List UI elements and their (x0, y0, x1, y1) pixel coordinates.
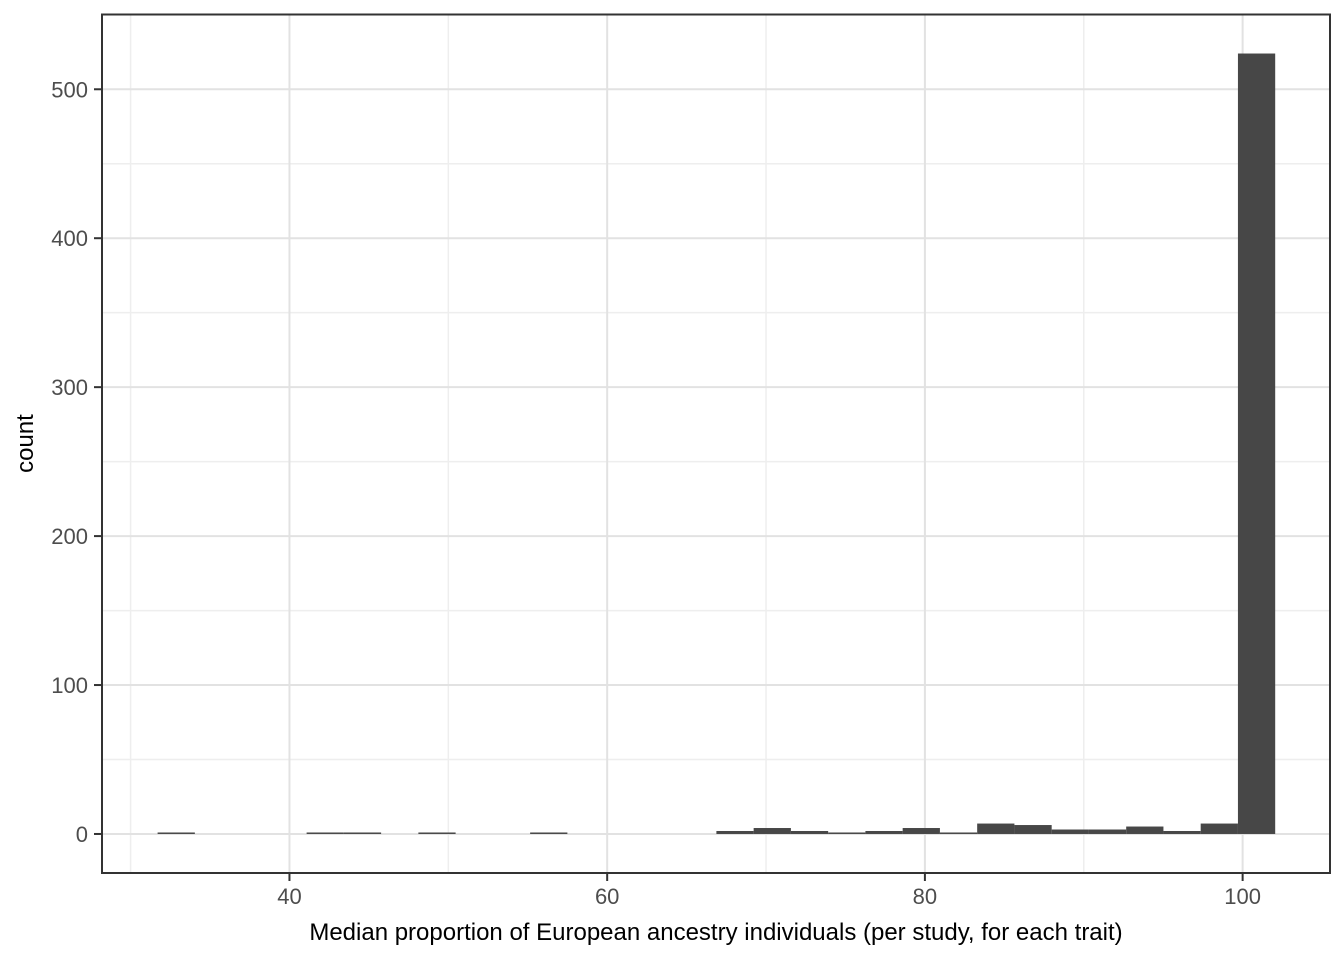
histogram-bar (1088, 829, 1127, 834)
histogram-bar (753, 828, 791, 834)
y-tick-label: 500 (51, 77, 88, 102)
histogram-bar (1200, 823, 1238, 834)
histogram-bar (828, 832, 866, 834)
histogram-bar (790, 830, 829, 834)
panel-border (101, 13, 1331, 874)
histogram-bar (939, 832, 978, 834)
panel-background (102, 14, 1330, 873)
y-tick-label: 400 (51, 226, 88, 251)
histogram-bar (530, 832, 568, 834)
histogram-bar (418, 832, 456, 834)
histogram-bar (343, 832, 382, 834)
histogram-bar (902, 828, 940, 834)
y-axis-title: count (12, 414, 39, 473)
histogram-bar (1237, 53, 1276, 834)
histogram-bar (157, 832, 195, 834)
y-tick-label: 300 (51, 375, 88, 400)
histogram-bar (306, 832, 344, 834)
x-tick-label: 60 (595, 884, 619, 909)
y-tick-label: 100 (51, 673, 88, 698)
x-axis-title: Median proportion of European ancestry i… (309, 919, 1122, 946)
x-tick-label: 80 (913, 884, 937, 909)
histogram-bar (716, 830, 754, 834)
y-tick-label: 0 (76, 822, 88, 847)
y-tick-label: 200 (51, 524, 88, 549)
histogram-bar (865, 830, 903, 834)
x-tick-label: 100 (1224, 884, 1261, 909)
x-tick-label: 40 (277, 884, 301, 909)
histogram-bar (1014, 825, 1052, 834)
histogram-bar (977, 823, 1015, 834)
histogram-bar (1051, 829, 1089, 834)
histogram-bar (1163, 830, 1201, 834)
histogram-bar (1126, 826, 1164, 834)
